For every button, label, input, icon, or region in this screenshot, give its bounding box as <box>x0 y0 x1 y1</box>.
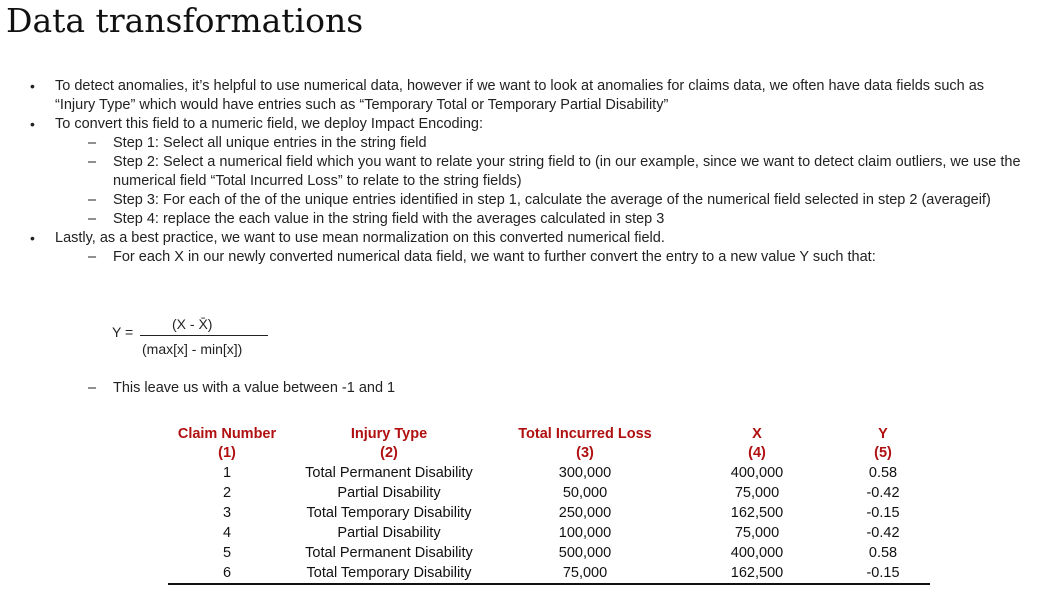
sub-bullet-item: – Step 2: Select a numerical field which… <box>0 153 1048 191</box>
header-index: (2) <box>380 445 398 461</box>
bullet-item: • To convert this field to a numeric fie… <box>0 115 1048 134</box>
bullet-text: To detect anomalies, it’s helpful to use… <box>55 78 985 113</box>
header-index: (3) <box>576 445 594 461</box>
cell-claim-number: 3 <box>222 505 232 521</box>
table-header-index-row: (1) (2) (3) (4) (5) <box>168 444 930 463</box>
sub-bullet-item: – For each X in our newly converted nume… <box>0 248 1048 267</box>
bullet-list: • To detect anomalies, it’s helpful to u… <box>0 77 1048 267</box>
cell-claim-number: 1 <box>222 465 232 481</box>
cell-total-incurred-loss: 500,000 <box>558 545 612 561</box>
table-row: 6 Total Temporary Disability 75,000 162,… <box>168 563 930 585</box>
cell-y: -0.15 <box>866 505 900 521</box>
header-index: (5) <box>874 445 892 461</box>
fraction-bar <box>140 335 268 336</box>
cell-x: 162,500 <box>730 505 784 521</box>
normalization-formula: Y = (X - X̄) (max[x] - min[x]) <box>112 314 282 364</box>
dash-icon: – <box>88 249 97 265</box>
bullet-dot-icon: • <box>30 78 35 94</box>
table-row: 5 Total Permanent Disability 500,000 400… <box>168 543 930 563</box>
cell-total-incurred-loss: 100,000 <box>558 525 612 541</box>
cell-total-incurred-loss: 250,000 <box>558 505 612 521</box>
header-index: (4) <box>748 445 766 461</box>
cell-injury-type: Partial Disability <box>337 525 441 541</box>
header-x: X <box>752 426 762 442</box>
sub-bullet-text: This leave us with a value between -1 an… <box>113 380 396 396</box>
dash-icon: – <box>88 154 97 170</box>
cell-injury-type: Partial Disability <box>337 485 441 501</box>
cell-x: 400,000 <box>730 465 784 481</box>
formula-lhs: Y = <box>112 324 134 340</box>
cell-x: 400,000 <box>730 545 784 561</box>
header-injury-type: Injury Type <box>350 426 428 442</box>
header-y: Y <box>878 426 888 442</box>
cell-total-incurred-loss: 50,000 <box>562 485 608 501</box>
table-row: 4 Partial Disability 100,000 75,000 -0.4… <box>168 523 930 543</box>
cell-claim-number: 6 <box>168 563 286 585</box>
after-formula-item: – This leave us with a value between -1 … <box>0 379 1048 398</box>
cell-claim-number: 4 <box>222 525 232 541</box>
sub-bullet-text: Step 3: For each of the of the unique en… <box>113 192 991 208</box>
cell-y: -0.42 <box>866 485 900 501</box>
sub-bullet-item: – This leave us with a value between -1 … <box>0 379 1048 398</box>
cell-x: 75,000 <box>734 485 780 501</box>
dash-icon: – <box>88 192 97 208</box>
bullet-item: • To detect anomalies, it’s helpful to u… <box>0 77 1048 115</box>
cell-injury-type: Total Permanent Disability <box>305 545 473 561</box>
sub-bullet-item: – Step 3: For each of the of the unique … <box>0 191 1048 210</box>
sub-bullet-text: Step 1: Select all unique entries in the… <box>113 135 427 151</box>
formula-numerator: (X - X̄) <box>172 316 213 332</box>
table-header-row: Claim Number Injury Type Total Incurred … <box>168 425 930 444</box>
bullet-text: To convert this field to a numeric field… <box>55 116 483 132</box>
formula-denominator: (max[x] - min[x]) <box>142 341 243 357</box>
cell-y: -0.15 <box>836 563 930 585</box>
cell-injury-type: Total Temporary Disability <box>306 505 472 521</box>
page-title: Data transformations <box>6 1 364 40</box>
sub-bullet-text: For each X in our newly converted numeri… <box>113 249 876 265</box>
cell-x: 75,000 <box>734 525 780 541</box>
cell-total-incurred-loss: 300,000 <box>558 465 612 481</box>
sub-bullet-item: – Step 4: replace the each value in the … <box>0 210 1048 229</box>
sub-bullet-text: Step 4: replace the each value in the st… <box>113 211 665 227</box>
table-row: 3 Total Temporary Disability 250,000 162… <box>168 503 930 523</box>
header-total-incurred-loss: Total Incurred Loss <box>518 426 652 442</box>
cell-total-incurred-loss: 75,000 <box>492 563 678 585</box>
table-row: 1 Total Permanent Disability 300,000 400… <box>168 463 930 483</box>
dash-icon: – <box>88 211 97 227</box>
cell-x: 162,500 <box>678 563 836 585</box>
header-claim-number: Claim Number <box>177 426 277 442</box>
cell-y: 0.58 <box>868 545 898 561</box>
dash-icon: – <box>88 380 97 396</box>
cell-y: -0.42 <box>866 525 900 541</box>
cell-injury-type: Total Permanent Disability <box>305 465 473 481</box>
sub-bullet-text: Step 2: Select a numerical field which y… <box>113 154 1021 189</box>
sub-bullet-item: – Step 1: Select all unique entries in t… <box>0 134 1048 153</box>
cell-injury-type: Total Temporary Disability <box>286 563 492 585</box>
bullet-item: • Lastly, as a best practice, we want to… <box>0 229 1048 248</box>
cell-claim-number: 2 <box>222 485 232 501</box>
claims-table: Claim Number Injury Type Total Incurred … <box>168 425 930 585</box>
cell-claim-number: 5 <box>222 545 232 561</box>
cell-y: 0.58 <box>868 465 898 481</box>
bullet-dot-icon: • <box>30 116 35 132</box>
bullet-dot-icon: • <box>30 230 35 246</box>
header-index: (1) <box>218 445 236 461</box>
bullet-text: Lastly, as a best practice, we want to u… <box>55 230 665 246</box>
dash-icon: – <box>88 135 97 151</box>
table-row: 2 Partial Disability 50,000 75,000 -0.42 <box>168 483 930 503</box>
